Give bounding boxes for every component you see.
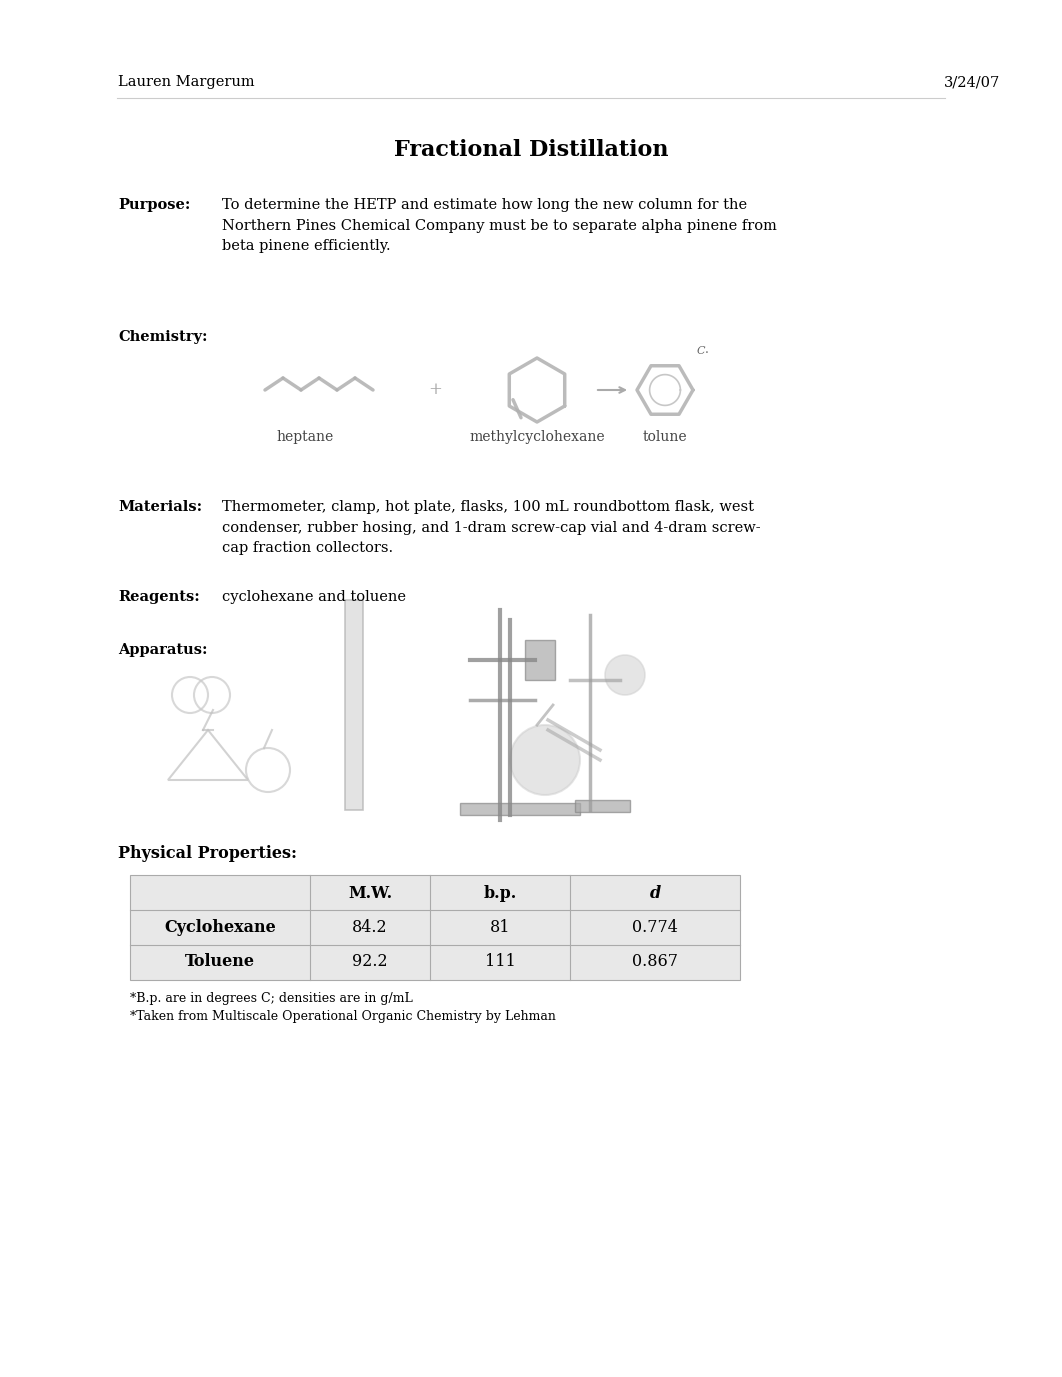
Text: 3/24/07: 3/24/07: [944, 74, 1000, 90]
Text: Lauren Margerum: Lauren Margerum: [118, 74, 255, 90]
Text: 92.2: 92.2: [353, 953, 388, 971]
Text: heptane: heptane: [276, 430, 333, 443]
Text: 84.2: 84.2: [353, 920, 388, 936]
Text: 0.774: 0.774: [632, 920, 678, 936]
Text: Materials:: Materials:: [118, 500, 202, 514]
Bar: [130, 874, 740, 980]
Circle shape: [605, 655, 645, 695]
Text: Cyclohexane: Cyclohexane: [165, 920, 276, 936]
Text: methylcyclohexane: methylcyclohexane: [469, 430, 605, 443]
Text: C: C: [697, 346, 705, 357]
Bar: [345, 600, 363, 810]
Text: cyclohexane and toluene: cyclohexane and toluene: [222, 589, 406, 605]
Text: +: +: [428, 381, 442, 398]
Text: Toluene: Toluene: [185, 953, 255, 971]
Text: Physical Properties:: Physical Properties:: [118, 845, 297, 862]
Bar: [460, 803, 580, 815]
Bar: [525, 640, 555, 680]
Text: To determine the HETP and estimate how long the new column for the
Northern Pine: To determine the HETP and estimate how l…: [222, 198, 777, 253]
Text: Chemistry:: Chemistry:: [118, 330, 207, 344]
Text: 81: 81: [490, 920, 510, 936]
Text: ·: ·: [705, 347, 708, 359]
Text: Purpose:: Purpose:: [118, 198, 190, 212]
Text: *B.p. are in degrees C; densities are in g/mL: *B.p. are in degrees C; densities are in…: [130, 991, 413, 1005]
Text: 111: 111: [484, 953, 515, 971]
Text: Fractional Distillation: Fractional Distillation: [394, 139, 668, 161]
Text: Apparatus:: Apparatus:: [118, 643, 207, 657]
Circle shape: [510, 726, 580, 795]
Text: b.p.: b.p.: [483, 884, 516, 902]
Text: Thermometer, clamp, hot plate, flasks, 100 mL roundbottom flask, west
condenser,: Thermometer, clamp, hot plate, flasks, 1…: [222, 500, 760, 555]
Text: *Taken from Multiscale Operational Organic Chemistry by Lehman: *Taken from Multiscale Operational Organ…: [130, 1009, 555, 1023]
Text: 0.867: 0.867: [632, 953, 678, 971]
Text: d: d: [649, 884, 661, 902]
Text: M.W.: M.W.: [348, 884, 392, 902]
Text: tolune: tolune: [643, 430, 687, 443]
Text: Reagents:: Reagents:: [118, 589, 200, 605]
Bar: [575, 800, 630, 812]
